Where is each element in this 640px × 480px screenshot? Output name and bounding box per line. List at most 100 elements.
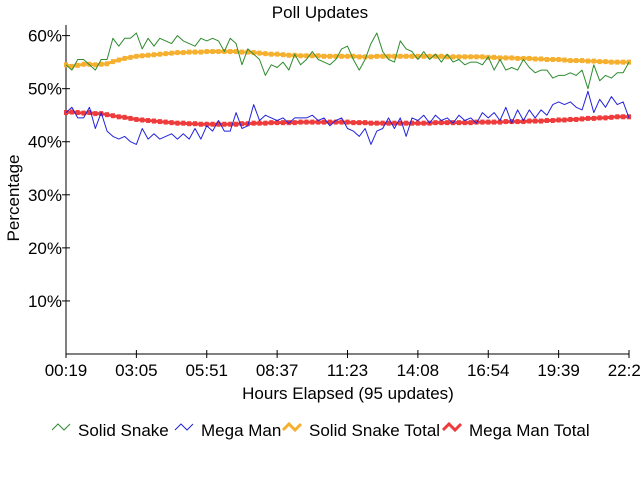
- series-point: [527, 55, 532, 61]
- series-point: [151, 52, 156, 58]
- series-point: [603, 59, 608, 65]
- series-point: [204, 121, 209, 127]
- series-point: [298, 119, 303, 125]
- series-point: [521, 119, 526, 125]
- series-point: [363, 54, 368, 60]
- series-point: [445, 54, 450, 60]
- series-point: [568, 58, 573, 64]
- series-point: [415, 120, 420, 126]
- series-point: [269, 120, 274, 126]
- series-point: [239, 121, 244, 127]
- x-tick-label: 22:25: [608, 361, 640, 380]
- series-point: [204, 49, 209, 55]
- series-point: [544, 56, 549, 62]
- series-point: [134, 53, 139, 59]
- series-point: [562, 57, 567, 63]
- series-point: [151, 118, 156, 124]
- series-point: [574, 58, 579, 64]
- series-point: [298, 53, 303, 59]
- series-point: [210, 121, 215, 127]
- series-point: [316, 53, 321, 59]
- series-point: [585, 58, 590, 64]
- series-point: [539, 118, 544, 124]
- series-point: [163, 119, 168, 125]
- legend-item: Solid Snake: [51, 421, 169, 440]
- series-point: [134, 116, 139, 122]
- series-point: [374, 53, 379, 59]
- series-point: [157, 51, 162, 57]
- legend-label: Solid Snake Total: [309, 421, 440, 440]
- series-point: [87, 110, 92, 116]
- series-point: [421, 120, 426, 126]
- series-line: [65, 32, 630, 90]
- x-tick-label: 03:05: [115, 361, 158, 380]
- series-point: [515, 55, 520, 61]
- series-point: [316, 119, 321, 125]
- series-point: [75, 110, 80, 116]
- series-point: [181, 50, 186, 56]
- y-tick-label: 40%: [28, 133, 62, 152]
- series-point: [322, 53, 327, 59]
- series-point: [157, 119, 162, 125]
- series-point: [468, 120, 473, 126]
- series-point: [374, 120, 379, 126]
- series-point: [251, 120, 256, 126]
- legend-label: Mega Man: [201, 421, 281, 440]
- series-point: [509, 55, 514, 61]
- series-point: [357, 120, 362, 126]
- series-point: [239, 49, 244, 55]
- series-point: [621, 114, 626, 120]
- series-point: [368, 54, 373, 60]
- series-point: [392, 53, 397, 59]
- series-point: [286, 52, 291, 58]
- series-point: [216, 121, 221, 127]
- series-point: [597, 115, 602, 121]
- series-point: [451, 54, 456, 60]
- series-point: [251, 50, 256, 56]
- series-point: [486, 119, 491, 125]
- series-point: [351, 120, 356, 126]
- series-point: [210, 49, 215, 55]
- series-point: [339, 119, 344, 125]
- series-point: [509, 119, 514, 125]
- series-point: [245, 49, 250, 55]
- series-point: [580, 116, 585, 122]
- series-point: [492, 54, 497, 60]
- series-point: [69, 109, 74, 115]
- series-point: [351, 53, 356, 59]
- y-axis-ticks: 10% 20% 30% 40% 50% 60%: [28, 27, 70, 311]
- series-point: [257, 50, 262, 56]
- series-point: [105, 112, 110, 118]
- series-point: [368, 120, 373, 126]
- series-point: [327, 119, 332, 125]
- chart-title: Poll Updates: [272, 3, 368, 22]
- legend: Solid Snake Mega Man Solid Snake Total Mega…: [51, 421, 590, 440]
- legend-item: Mega Man Total: [441, 421, 590, 440]
- x-tick-label: 16:54: [467, 361, 510, 380]
- series-line: [65, 50, 629, 68]
- series-point: [456, 54, 461, 60]
- series-point: [533, 56, 538, 62]
- series-point: [263, 51, 268, 57]
- x-tick-label: 05:51: [185, 361, 228, 380]
- legend-label: Mega Man Total: [469, 421, 590, 440]
- series-point: [292, 120, 297, 126]
- series-point: [539, 56, 544, 62]
- series-point: [427, 53, 432, 59]
- series-point: [591, 115, 596, 121]
- series-point: [468, 54, 473, 60]
- series-point: [615, 59, 620, 65]
- series-point: [497, 55, 502, 61]
- series-point: [527, 118, 532, 124]
- series-point: [175, 50, 180, 56]
- series-point: [456, 120, 461, 126]
- x-tick-label: 19:39: [537, 361, 580, 380]
- series-point: [93, 111, 98, 117]
- series-point: [609, 59, 614, 65]
- series-point: [585, 115, 590, 121]
- series-point: [363, 120, 368, 126]
- series-point: [310, 119, 315, 125]
- series-point: [181, 120, 186, 126]
- series-point: [81, 110, 86, 116]
- x-tick-label: 11:23: [327, 361, 368, 380]
